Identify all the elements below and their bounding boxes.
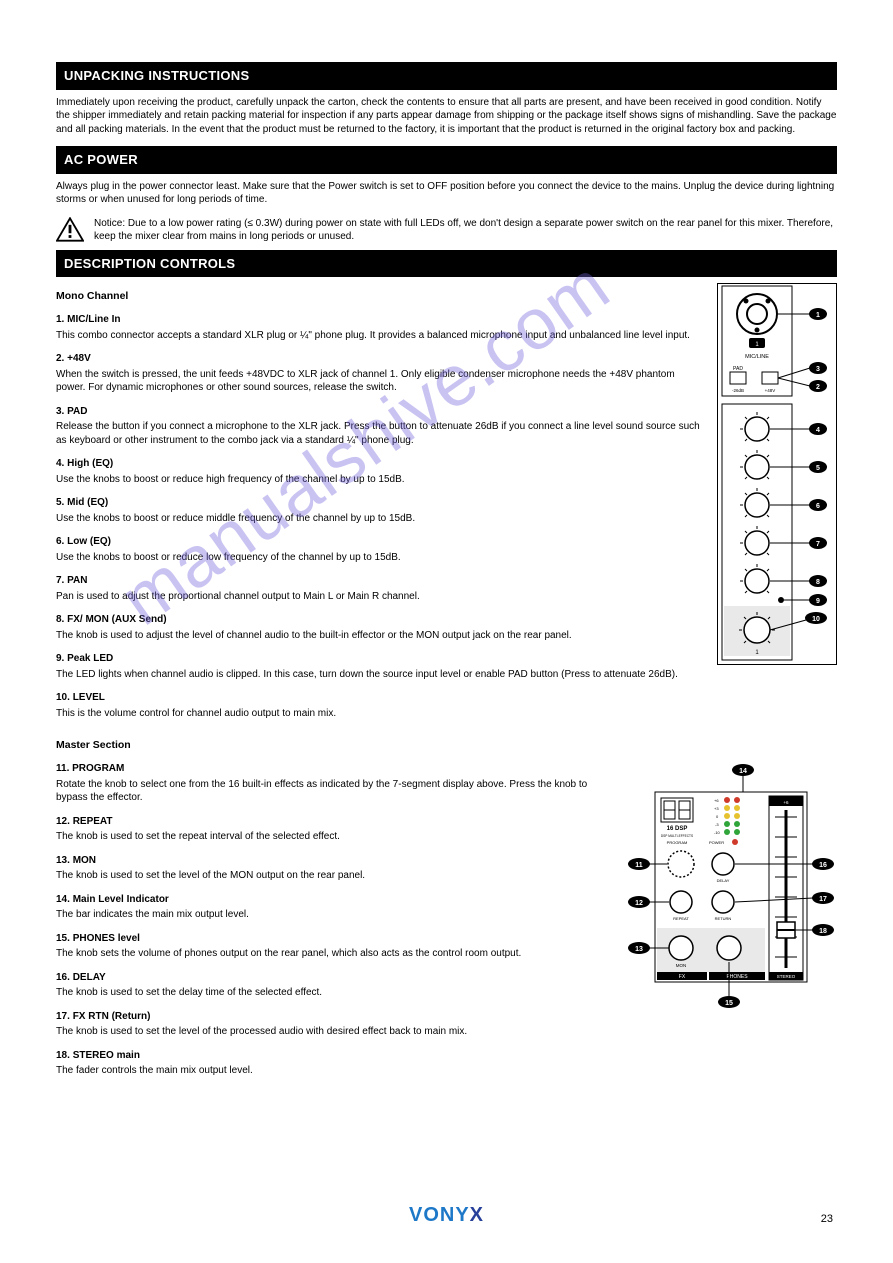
svg-text:REPEAT: REPEAT [673,916,689,921]
item-1-text: This combo connector accepts a standard … [56,329,705,343]
item-17-text: The knob is used to set the level of the… [56,1025,615,1039]
acpower-notice-text: Notice: Due to a low power rating (≤ 0.3… [94,217,837,244]
svg-text:12: 12 [635,900,643,907]
item-6-text: Use the knobs to boost or reduce low fre… [56,551,705,565]
svg-text:13: 13 [635,946,643,953]
svg-text:17: 17 [819,896,827,903]
svg-text:16 DSP: 16 DSP [667,826,688,832]
item-3-head: 3. PAD [56,405,705,419]
item-1-head: 1. MIC/Line In [56,313,705,327]
item-15-head: 15. PHONES level [56,932,615,946]
item-13-head: 13. MON [56,854,615,868]
svg-text:16: 16 [819,862,827,869]
svg-text:6: 6 [816,503,820,510]
item-17-head: 17. FX RTN (Return) [56,1010,615,1024]
item-4-text: Use the knobs to boost or reduce high fr… [56,473,705,487]
item-16-text: The knob is used to set the delay time o… [56,986,615,1000]
item-9-head: 9. Peak LED [56,652,705,666]
mono-channel-title: Mono Channel [56,289,705,303]
acpower-notice: Notice: Due to a low power rating (≤ 0.3… [56,217,837,244]
svg-text:STEREO: STEREO [777,974,796,979]
svg-text:7: 7 [816,541,820,548]
item-16-head: 16. DELAY [56,971,615,985]
svg-text:RETURN: RETURN [715,916,732,921]
svg-text:PROGRAM: PROGRAM [667,840,688,845]
svg-text:3: 3 [816,366,820,373]
svg-text:11: 11 [635,862,643,869]
master-block: Master Section 11. PROGRAM Rotate the kn… [56,732,837,1080]
item-2-head: 2. +48V [56,352,705,366]
svg-text:DSP MULTI-EFFECTS: DSP MULTI-EFFECTS [661,834,693,838]
item-7-text: Pan is used to adjust the proportional c… [56,590,705,604]
svg-text:+48V: +48V [765,388,776,393]
logo-part-2: X [470,1204,484,1226]
item-8-head: 8. FX/ MON (AUX Send) [56,613,705,627]
item-7-head: 7. PAN [56,574,705,588]
item-5-text: Use the knobs to boost or reduce middle … [56,512,705,526]
item-10-text: This is the volume control for channel a… [56,707,705,721]
svg-text:DELAY: DELAY [717,878,730,883]
item-15-text: The knob sets the volume of phones outpu… [56,947,615,961]
item-9-text: The LED lights when channel audio is cli… [56,668,705,682]
item-12-head: 12. REPEAT [56,815,615,829]
item-4-head: 4. High (EQ) [56,457,705,471]
unpacking-text: Immediately upon receiving the product, … [56,96,837,137]
item-8-text: The knob is used to adjust the level of … [56,629,705,643]
mono-channel-figure: 1 MIC/LINE PAD -26dB +48V [717,283,837,665]
acpower-pretext: Always plug in the power connector least… [56,180,837,207]
svg-text:14: 14 [739,768,747,775]
master-title: Master Section [56,738,615,752]
warning-icon [56,217,84,242]
svg-text:PAD: PAD [733,366,743,372]
item-11-head: 11. PROGRAM [56,762,615,776]
item-2-text: When the switch is pressed, the unit fee… [56,368,705,395]
master-figure: 14 16 DSP DSP MULTI-EFF [627,762,837,1012]
item-13-text: The knob is used to set the level of the… [56,869,615,883]
page-root: UNPACKING INSTRUCTIONS Immediately upon … [0,0,893,1263]
item-3-text: Release the button if you connect a micr… [56,420,705,447]
svg-text:15: 15 [725,1000,733,1007]
svg-text:4: 4 [816,427,820,434]
item-5-head: 5. Mid (EQ) [56,496,705,510]
svg-text:MIC/LINE: MIC/LINE [745,354,769,360]
svg-text:+6: +6 [714,798,719,803]
svg-text:2: 2 [816,384,820,391]
mono-channel-block: Mono Channel 1. MIC/Line In This combo c… [56,283,837,722]
svg-text:-26dB: -26dB [732,388,744,393]
svg-text:PHONES: PHONES [726,974,748,980]
section-bar-controls: DESCRIPTION CONTROLS [56,250,837,278]
svg-text:MON: MON [676,963,687,968]
brand-logo: VONYX [0,1202,893,1229]
section-bar-unpacking: UNPACKING INSTRUCTIONS [56,62,837,90]
svg-text:10: 10 [812,616,820,623]
item-14-text: The bar indicates the main mix output le… [56,908,615,922]
svg-text:9: 9 [816,598,820,605]
svg-text:POWER: POWER [709,840,724,845]
section-bar-acpower: AC POWER [56,146,837,174]
item-18-head: 18. STEREO main [56,1049,615,1063]
svg-text:1: 1 [816,312,820,319]
svg-text:+3: +3 [714,806,719,811]
item-12-text: The knob is used to set the repeat inter… [56,830,615,844]
svg-text:18: 18 [819,928,827,935]
item-14-head: 14. Main Level Indicator [56,893,615,907]
item-11-text: Rotate the knob to select one from the 1… [56,778,615,805]
svg-text:+6: +6 [783,800,789,805]
svg-text:5: 5 [816,465,820,472]
page-number: 23 [821,1212,833,1227]
logo-part-1: VONY [409,1204,470,1226]
item-6-head: 6. Low (EQ) [56,535,705,549]
svg-text:8: 8 [816,579,820,586]
master-list: 11. PROGRAM Rotate the knob to select on… [56,762,615,1078]
mono-channel-list: 1. MIC/Line In This combo connector acce… [56,313,705,720]
svg-text:FX: FX [679,974,686,980]
item-10-head: 10. LEVEL [56,691,705,705]
svg-text:-10: -10 [714,830,721,835]
item-18-text: The fader controls the main mix output l… [56,1064,615,1078]
